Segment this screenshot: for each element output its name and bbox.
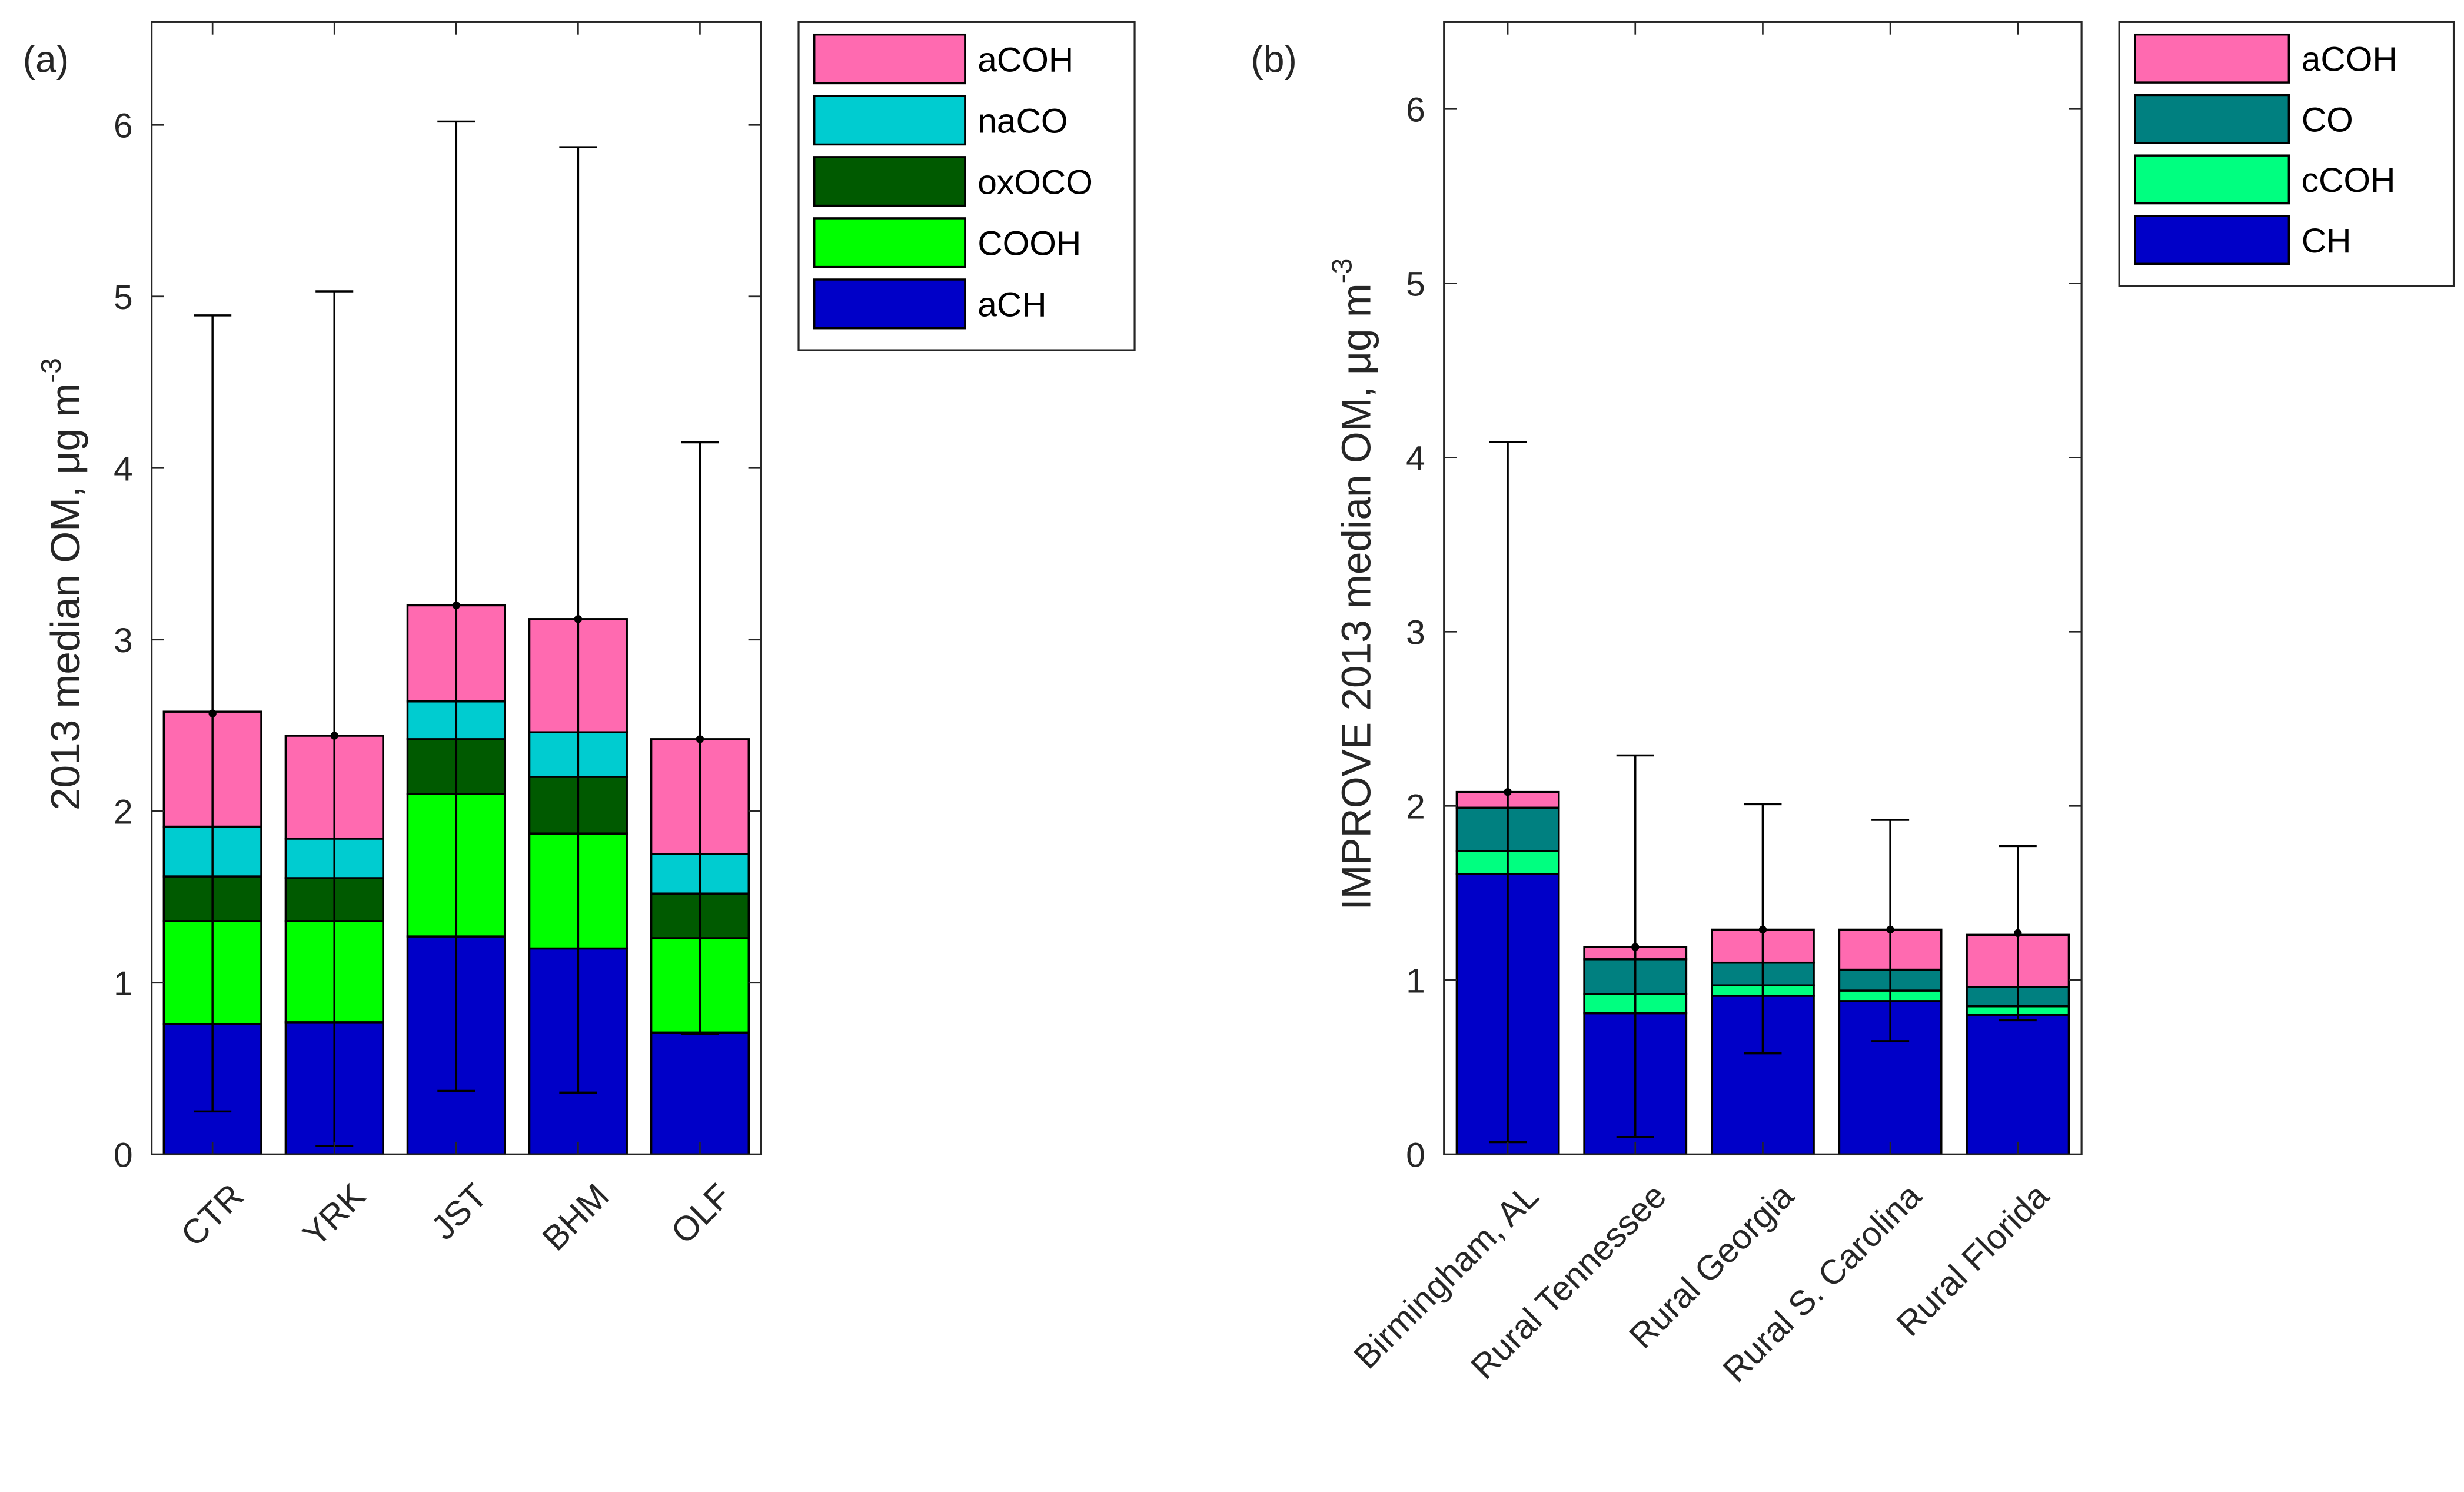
median-marker-0-2 [452,601,460,610]
y-axis-title-b: IMPROVE 2013 median OM, μg m-3 [1326,258,1379,911]
legend-swatch-naCO [813,95,966,146]
legend-swatch-COOH [813,217,966,268]
legend-label-aCOH: aCOH [977,41,1073,79]
legend-swatch-aCOH [2134,33,2290,84]
y-tick-label-0-6: 6 [114,107,133,145]
median-marker-1-2 [1758,925,1767,934]
legend-label-CH: CH [2302,222,2352,260]
y-tick-label-1-0: 0 [1406,1137,1425,1175]
legend-swatch-oxOCO [813,156,966,207]
svg-text:IMPROVE 2013 median OM, μg m-3: IMPROVE 2013 median OM, μg m-3 [1326,258,1379,911]
median-marker-0-1 [330,732,338,740]
median-marker-1-3 [1886,925,1894,934]
bar-segment-aCH-0-4 [650,1031,750,1156]
y-tick-label-1-2: 2 [1406,788,1425,826]
y-tick-label-1-5: 5 [1406,265,1425,304]
legend-swatch-CO [2134,94,2290,144]
legend-swatch-aCOH [813,33,966,85]
legend-label-CO: CO [2302,101,2353,139]
y-axis-title-sup-b: -3 [1326,258,1358,284]
legend-label-COOH: COOH [977,225,1081,263]
y-tick-label-1-6: 6 [1406,91,1425,129]
legend-label-aCH: aCH [977,286,1046,324]
x-tick-label-0-4: OLF [664,1177,739,1251]
axes-box-0 [151,21,762,1155]
y-axis-title-text-a: 2013 median OM, μg m [42,383,88,810]
legend-swatch-CH [2134,215,2290,265]
legend-b: aCOH CO cCOH CH [2118,21,2455,287]
y-axis-title-sup-a: -3 [36,358,67,383]
y-tick-label-1-4: 4 [1406,440,1425,478]
y-tick-label-0-5: 5 [114,278,133,317]
y-tick-label-0-0: 0 [114,1137,133,1175]
svg-text:2013 median OM, μg m-3: 2013 median OM, μg m-3 [36,358,88,810]
y-axis-title-a: 2013 median OM, μg m-3 [36,358,88,810]
x-tick-label-0-0: CTR [174,1177,251,1254]
median-marker-1-1 [1631,943,1640,951]
legend-a: aCOH naCO oxOCO COOH aCH [797,21,1136,351]
median-marker-1-0 [1504,787,1512,796]
legend-label-naCO: naCO [977,102,1068,140]
panel-label-a: (a) [23,38,69,81]
median-marker-0-0 [208,709,217,717]
y-tick-label-0-2: 2 [114,793,133,832]
panel-a: (a) 2013 median OM, μg m-3 CTR YRK JST BHM O… [23,21,1136,1258]
y-tick-label-1-3: 3 [1406,614,1425,652]
panel-b: (b) IMPROVE 2013 median OM, μg m-3 Birmi… [1251,21,2455,1390]
median-marker-1-4 [2014,929,2022,938]
median-marker-0-4 [696,735,704,743]
y-axis-title-text-b: IMPROVE 2013 median OM, μg m [1333,283,1379,910]
x-tick-label-0-3: BHM [535,1177,616,1258]
legend-swatch-aCH [813,278,966,330]
y-tick-label-0-3: 3 [114,622,133,660]
plot-area-a: CTR YRK JST BHM OLF 0 1 2 3 4 5 6 [114,21,762,1258]
legend-swatch-cCOH [2134,154,2290,205]
legend-label-oxOCO: oxOCO [977,164,1093,202]
x-tick-label-0-2: JST [424,1177,495,1247]
legend-label-cCOH: cCOH [2302,161,2396,200]
panel-label-b: (b) [1251,38,1297,81]
y-tick-label-1-1: 1 [1406,962,1425,1001]
y-tick-label-0-4: 4 [114,450,133,489]
x-tick-label-0-1: YRK [295,1177,373,1254]
axes-box-1 [1443,21,2083,1155]
legend-label-aCOH: aCOH [2302,41,2398,79]
bar-segment-CH-1-4 [1966,1014,2070,1156]
y-tick-label-0-1: 1 [114,965,133,1003]
median-marker-0-3 [574,615,583,623]
